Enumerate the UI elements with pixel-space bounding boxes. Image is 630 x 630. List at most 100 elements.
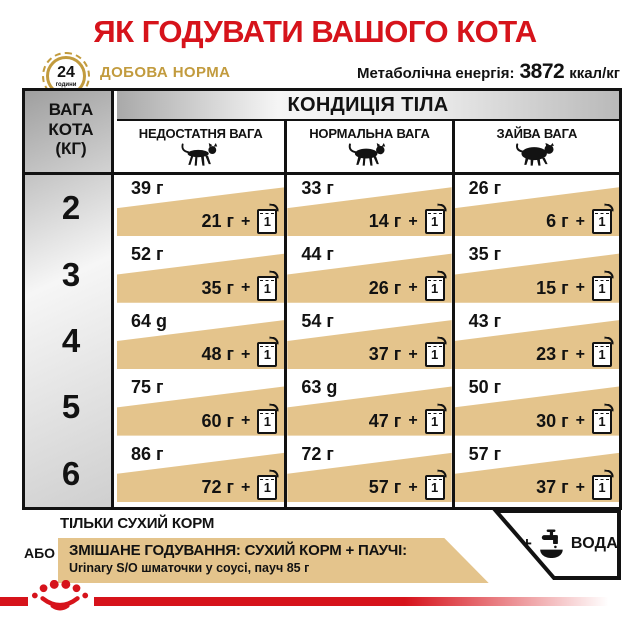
plus-sign: + [408,478,418,496]
dry-amount: 43 г [468,310,502,331]
mixed-grams: 35 г [201,277,234,298]
pouch-count: 1 [431,480,439,495]
energy-value: 3872 [519,60,565,83]
plus-sign: + [240,212,251,230]
weight-header-line: ВАГА [48,100,94,119]
plus-sign: + [575,478,585,496]
water-box-outline [491,509,621,580]
mixed-amount: 57 г +1 [369,469,447,500]
dry-amount: 44 г [301,244,334,265]
column-header-normal-weight: НОРМАЛЬНА ВАГА [284,121,452,175]
plus-sign: + [408,345,418,363]
fat-cat-icon [515,143,554,166]
plus-sign: + [240,279,251,297]
plus-sign: + [575,212,585,230]
plus-sign: + [522,534,532,553]
column-label: НЕДОСТАТНЯ ВАГА [138,126,263,141]
weight-header-line: КОТА [48,119,94,139]
dry-amount: 39 г [131,178,164,198]
weight-header-line: (КГ) [55,139,87,159]
pouch-count: 1 [598,413,606,429]
mixed-grams: 14 г [368,211,402,232]
normal-cat-icon [349,143,386,166]
mixed-amount: 23 г +1 [536,336,615,368]
dry-amount: 35 г [468,244,502,265]
pouch-icon: 1 [257,469,280,500]
pouch-count: 1 [263,347,271,363]
pouch-icon: 1 [257,336,280,368]
weight-value: 2 [61,189,81,227]
mixed-amount: 47 г +1 [368,403,447,434]
page-title: ЯК ГОДУВАТИ ВАШОГО КОТА [93,14,537,49]
dry-amount: 57 г [468,443,502,464]
pouch-icon: 1 [424,336,447,368]
mixed-amount: 37 г +1 [368,336,447,368]
mixed-feeding-subtitle: Urinary S/O шматочки у соусі, пауч 85 г [69,561,310,575]
feeding-cell: 75 г 60 г +1 [117,374,285,441]
feeding-cell: 35 г 15 г +1 [451,241,619,308]
mixed-amount: 15 г +1 [536,270,615,301]
pouch-count: 1 [598,214,606,230]
dry-amount: 50 г [468,377,502,398]
mixed-amount: 30 г +1 [536,403,615,434]
pouch-icon: 1 [424,403,447,434]
pouch-icon: 1 [257,203,280,235]
pouch-count: 1 [263,480,271,495]
pouch-count: 1 [263,280,271,296]
mixed-grams: 37 г [536,477,569,497]
mixed-grams: 23 г [536,344,569,365]
mixed-grams: 6 г [546,211,569,232]
weight-column-background [25,91,114,507]
daily-norm-label: ДОБОВА НОРМА [100,64,231,81]
pouch-count: 1 [431,280,439,296]
pouch-count: 1 [431,347,439,363]
thin-cat-icon [181,143,217,166]
plus-sign: + [408,212,418,230]
mixed-grams: 37 г [368,344,402,365]
footer-stripe [94,597,630,606]
plus-sign: + [240,478,251,496]
feeding-cell: 64 g 48 г +1 [117,307,285,375]
dry-amount: 64 g [131,310,168,331]
pouch-icon: 1 [591,469,615,500]
mixed-amount: 26 г +1 [369,270,447,301]
dry-amount: 72 г [301,443,334,464]
pouch-icon: 1 [257,270,280,301]
mixed-grams: 48 г [201,344,234,365]
pouch-count: 1 [598,280,606,296]
energy-label: Метаболічна енергія: [357,65,515,82]
pouch-icon: 1 [424,270,447,301]
pouch-count: 1 [263,214,271,230]
feeding-cell: 86 г 72 г +1 [117,440,285,507]
pouch-icon: 1 [424,469,447,500]
mixed-feeding-legend: ЗМІШАНЕ ГОДУВАННЯ: СУХИЙ КОРМ + ПАУЧІ: U… [58,538,489,583]
clock-hours-label: години [55,81,77,88]
footer-stripe-left [0,597,28,606]
dry-amount: 26 г [468,178,502,198]
pouch-count: 1 [598,347,606,363]
metabolic-energy: Метаболічна енергія: 3872 ккал/кг [357,60,620,84]
column-label: ЗАЙВА ВАГА [496,126,578,141]
feeding-cell: 57 г 37 г +1 [451,440,619,507]
pouch-icon: 1 [591,270,615,301]
plus-sign: + [575,279,585,297]
mixed-grams: 21 г [201,211,234,232]
feeding-cell: 50 г 30 г +1 [451,374,619,441]
dry-only-legend: ТІЛЬКИ СУХИЙ КОРМ [60,515,215,532]
feeding-cell: 63 g 47 г +1 [284,374,452,441]
mixed-feeding-title: ЗМІШАНЕ ГОДУВАННЯ: СУХИЙ КОРМ + ПАУЧІ: [69,542,407,559]
feeding-cell: 43 г 23 г +1 [451,307,619,375]
feeding-cell: 26 г 6 г +1 [451,175,619,242]
royal-canin-crown-logo [31,580,89,611]
mixed-amount: 35 г +1 [201,270,280,301]
weight-value: 3 [61,255,81,293]
or-label: АБО [24,545,56,561]
body-condition-header: КОНДИЦІЯ ТІЛА [117,91,619,121]
mixed-grams: 47 г [368,410,402,431]
feeding-cell: 39 г 21 г +1 [117,175,285,242]
clock-hours: 24 [57,63,75,81]
mixed-grams: 30 г [536,410,569,431]
mixed-grams: 15 г [536,277,569,298]
water-box: + ВОДА [470,509,622,581]
